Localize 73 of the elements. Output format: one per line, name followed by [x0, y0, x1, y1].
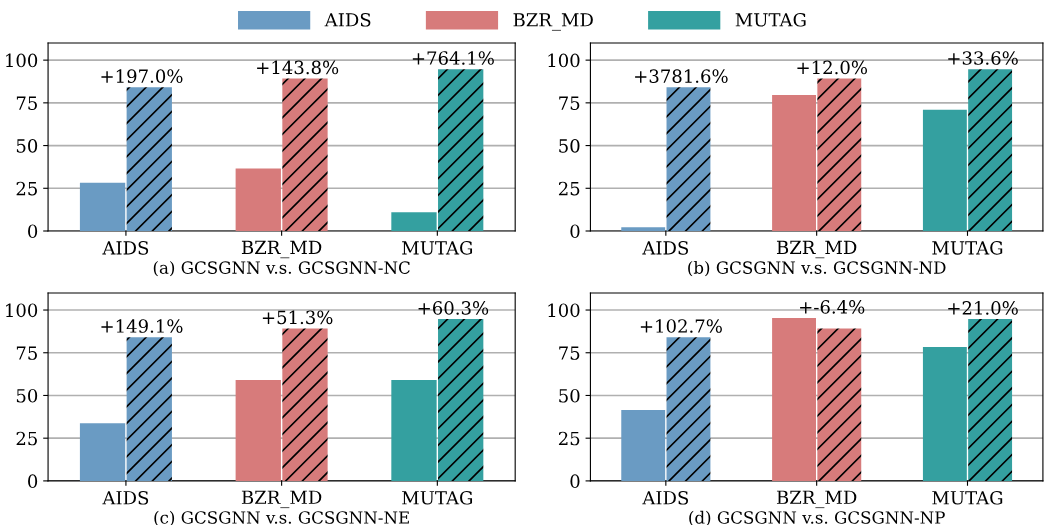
bar: [79, 182, 126, 231]
x-tick-label: BZR_MD: [776, 240, 857, 259]
bar: [922, 347, 967, 481]
bar: [772, 318, 816, 481]
bar: [968, 69, 1013, 231]
x-tick-label: BZR_MD: [241, 240, 322, 259]
y-tick-label: 100: [6, 53, 38, 68]
legend-label: BZR_MD: [513, 13, 593, 31]
bar: [772, 94, 816, 231]
y-tick-label: 25: [558, 431, 580, 446]
bar: [235, 380, 281, 481]
bar: [666, 337, 711, 481]
bar: [666, 87, 711, 231]
x-tick-label: AIDS: [642, 490, 689, 505]
legend-label: MUTAG: [735, 12, 806, 27]
bar: [621, 409, 666, 481]
y-tick-label: 0: [570, 224, 580, 239]
y-tick-label: 25: [16, 181, 37, 196]
annotation: +21.0%: [948, 301, 1018, 315]
x-tick-label: AIDS: [642, 241, 689, 255]
bar: [438, 319, 484, 481]
annotation: +197.0%: [101, 69, 183, 83]
y-tick-label: 75: [16, 346, 37, 360]
bar: [817, 328, 862, 481]
annotation: +143.8%: [257, 60, 339, 75]
y-tick-label: 50: [559, 139, 580, 153]
y-tick-label: 75: [16, 96, 37, 110]
bar: [126, 87, 172, 231]
x-axis-title: (a) GCSGNN v.s. GCSGNN-NC: [153, 260, 410, 277]
y-tick-label: 0: [28, 474, 38, 489]
annotation: +149.1%: [101, 319, 183, 333]
y-tick-label: 75: [559, 96, 580, 110]
bar: [79, 423, 126, 481]
y-tick-label: 0: [28, 224, 38, 239]
annotation: +-6.4%: [800, 300, 865, 314]
annotation: +60.3%: [418, 301, 489, 315]
x-tick-label: MUTAG: [932, 241, 1003, 255]
y-tick-label: 100: [6, 303, 38, 318]
y-tick-label: 25: [16, 431, 37, 446]
bar: [282, 78, 328, 231]
x-tick-label: AIDS: [102, 490, 149, 505]
y-tick-label: 100: [548, 53, 580, 68]
x-tick-label: AIDS: [102, 241, 149, 255]
annotation: +764.1%: [412, 51, 494, 65]
y-tick-label: 100: [548, 303, 580, 318]
x-tick-label: MUTAG: [402, 241, 473, 255]
bar: [438, 69, 484, 231]
x-tick-label: BZR_MD: [241, 490, 322, 509]
bar: [968, 319, 1013, 481]
bar: [235, 168, 281, 231]
x-tick-label: MUTAG: [402, 490, 473, 505]
annotation: +51.3%: [262, 310, 333, 325]
annotation: +102.7%: [640, 319, 722, 333]
bar: [126, 337, 172, 481]
y-tick-label: 50: [16, 388, 38, 403]
y-tick-label: 50: [16, 139, 38, 153]
bar: [621, 227, 666, 231]
y-tick-label: 50: [559, 388, 580, 403]
legend-label: AIDS: [324, 12, 371, 27]
annotation: +12.0%: [797, 60, 867, 75]
y-tick-label: 75: [559, 346, 580, 360]
bar: [391, 379, 437, 481]
bar: [391, 212, 437, 231]
bar: [282, 328, 328, 481]
annotation: +3781.6%: [635, 69, 728, 83]
y-tick-label: 0: [570, 474, 580, 489]
annotation: +33.6%: [948, 51, 1018, 65]
x-axis-title: (b) GCSGNN v.s. GCSGNN-ND: [688, 260, 946, 277]
bar: [817, 78, 862, 231]
y-tick-label: 25: [558, 181, 580, 196]
bar: [922, 109, 967, 231]
x-tick-label: BZR_MD: [776, 490, 857, 509]
x-tick-label: MUTAG: [932, 490, 1003, 505]
